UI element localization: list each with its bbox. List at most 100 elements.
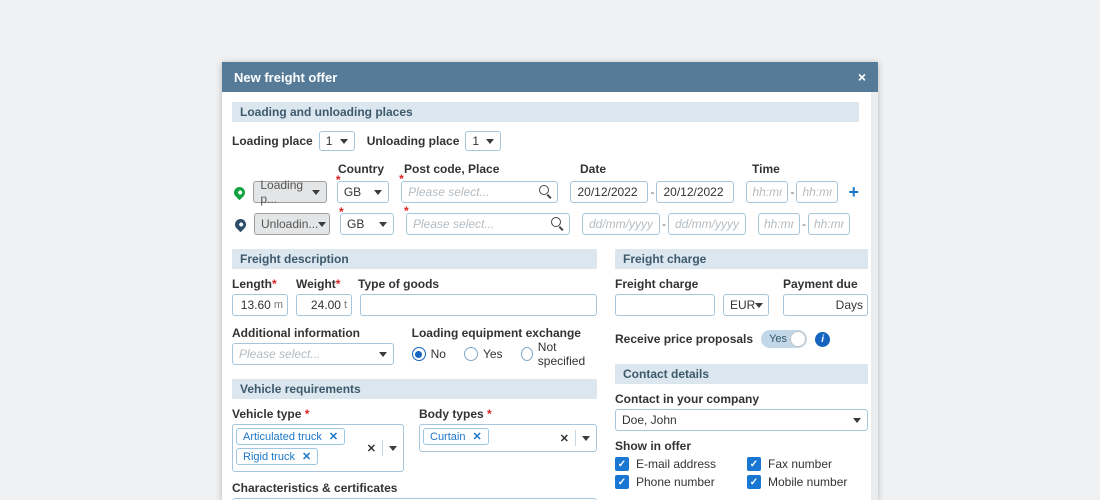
show-in-offer-label: Show in offer — [615, 439, 868, 453]
unloading-pin-icon — [232, 216, 248, 232]
unloading-type-select[interactable]: Unloadin... — [254, 213, 330, 235]
freight-charge-label: Freight charge — [615, 277, 783, 291]
unloading-place-label: Unloading place — [367, 134, 460, 148]
radio-icon — [464, 347, 478, 361]
loading-type-select[interactable]: Loading p... — [253, 181, 326, 203]
loading-time-to-input[interactable] — [796, 181, 838, 203]
length-field: m — [232, 294, 288, 316]
divider — [575, 430, 576, 446]
contact-select[interactable]: Doe, John — [615, 409, 868, 431]
price-proposals-toggle[interactable]: Yes — [761, 330, 807, 348]
phone-checkbox[interactable]: ✓ — [615, 475, 629, 489]
section-freight-charge: Freight charge — [615, 249, 868, 269]
country-column-label: Country — [338, 162, 384, 176]
unloading-place-select[interactable]: 1 — [465, 131, 501, 151]
unloading-place-search — [406, 213, 570, 235]
remove-chip-icon[interactable]: ✕ — [302, 450, 311, 463]
freight-charge-input[interactable] — [615, 294, 715, 316]
price-proposals-label: Receive price proposals — [615, 332, 753, 346]
radio-not-specified[interactable]: Not specified — [521, 340, 597, 368]
vehicle-type-label: Vehicle type * — [232, 407, 419, 421]
loading-country-select[interactable]: GB — [337, 181, 389, 203]
chevron-down-icon — [486, 139, 494, 144]
chevron-down-icon — [312, 190, 320, 195]
new-freight-offer-dialog: New freight offer × Loading and unloadin… — [222, 62, 878, 500]
chevron-down-icon — [379, 352, 387, 357]
chevron-down-icon — [318, 222, 326, 227]
vehicle-chip: Rigid truck✕ — [236, 448, 318, 465]
unloading-country-select[interactable]: GB — [340, 213, 394, 235]
weight-input[interactable] — [299, 298, 341, 312]
dash-separator: - — [662, 217, 666, 231]
vehicle-type-multiselect[interactable]: Articulated truck✕ Rigid truck✕ ✕ — [232, 424, 404, 472]
search-icon[interactable] — [551, 217, 564, 230]
contact-company-label: Contact in your company — [615, 392, 868, 406]
payment-due-label: Payment due — [783, 277, 858, 291]
clear-icon[interactable]: ✕ — [367, 442, 376, 455]
loading-date-to-input[interactable] — [656, 181, 734, 203]
info-icon[interactable]: i — [815, 332, 830, 347]
date-column-label: Date — [580, 162, 606, 176]
loading-row: Loading p... GB - - + — [232, 179, 859, 205]
unloading-time-to-input[interactable] — [808, 213, 850, 235]
loading-place-select[interactable]: 1 — [319, 131, 355, 151]
remove-chip-icon[interactable]: ✕ — [329, 430, 338, 443]
phone-checkbox-row: ✓Phone number — [615, 475, 747, 489]
radio-no[interactable]: No — [412, 347, 446, 361]
payment-due-field: Days — [783, 294, 868, 316]
unloading-time-from-input[interactable] — [758, 213, 800, 235]
loading-place-search-input[interactable] — [401, 181, 558, 203]
chevron-down-icon[interactable] — [389, 446, 397, 451]
unloading-place-search-input[interactable] — [406, 213, 570, 235]
postcode-column-label: Post code, Place — [404, 162, 499, 176]
radio-icon — [412, 347, 426, 361]
remove-chip-icon[interactable]: ✕ — [472, 430, 481, 443]
search-icon[interactable] — [539, 185, 552, 198]
mobile-checkbox[interactable]: ✓ — [747, 475, 761, 489]
loading-place-search — [401, 181, 558, 203]
unloading-date-from-input[interactable] — [582, 213, 660, 235]
divider — [382, 440, 383, 456]
weight-field: t — [296, 294, 352, 316]
email-checkbox[interactable]: ✓ — [615, 457, 629, 471]
clear-icon[interactable]: ✕ — [560, 432, 569, 445]
chevron-down-icon — [853, 418, 861, 423]
loading-equipment-label: Loading equipment exchange — [412, 326, 597, 340]
body-type-chip: Curtain✕ — [423, 428, 489, 445]
close-icon[interactable]: × — [858, 70, 866, 84]
fax-checkbox[interactable]: ✓ — [747, 457, 761, 471]
type-of-goods-label: Type of goods — [358, 277, 439, 291]
dash-separator: - — [790, 185, 794, 199]
unloading-date-to-input[interactable] — [668, 213, 746, 235]
loading-date-from-input[interactable] — [570, 181, 648, 203]
body-types-multiselect[interactable]: Curtain✕ ✕ — [419, 424, 597, 452]
additional-info-label: Additional information — [232, 326, 394, 340]
payment-due-input[interactable] — [786, 298, 826, 312]
section-vehicle-requirements: Vehicle requirements — [232, 379, 597, 399]
length-unit: m — [274, 299, 283, 311]
dash-separator: - — [650, 185, 654, 199]
fax-checkbox-row: ✓Fax number — [747, 457, 868, 471]
email-checkbox-row: ✓E-mail address — [615, 457, 747, 471]
dialog-title: New freight offer — [234, 70, 337, 85]
chevron-down-icon — [755, 303, 763, 308]
chevron-down-icon — [374, 190, 382, 195]
radio-yes[interactable]: Yes — [464, 347, 503, 361]
chevron-down-icon — [379, 222, 387, 227]
chevron-down-icon — [340, 139, 348, 144]
currency-select[interactable]: EUR — [723, 294, 769, 316]
additional-info-select[interactable]: Please select... — [232, 343, 394, 365]
section-freight-description: Freight description — [232, 249, 597, 269]
mobile-checkbox-row: ✓Mobile number — [747, 475, 868, 489]
length-input[interactable] — [235, 298, 271, 312]
section-contact-details: Contact details — [615, 364, 868, 384]
length-label: Length* — [232, 277, 296, 291]
chevron-down-icon[interactable] — [582, 436, 590, 441]
radio-icon — [521, 347, 533, 361]
dash-separator: - — [802, 217, 806, 231]
type-of-goods-input[interactable] — [360, 294, 597, 316]
vehicle-chip: Articulated truck✕ — [236, 428, 345, 445]
weight-label: Weight* — [296, 277, 358, 291]
add-place-button[interactable]: + — [848, 183, 859, 201]
loading-time-from-input[interactable] — [746, 181, 788, 203]
